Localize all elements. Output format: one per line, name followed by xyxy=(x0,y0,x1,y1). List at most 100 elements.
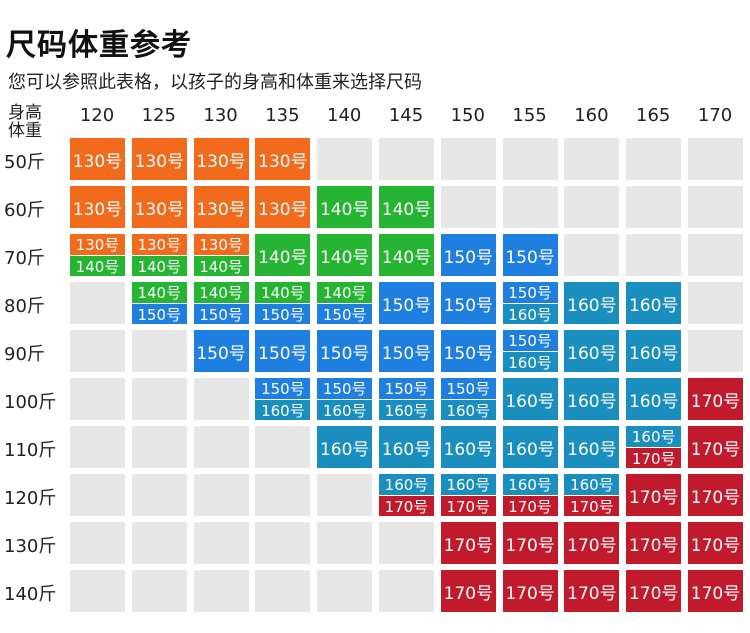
size-label: 150号 xyxy=(443,343,494,364)
size-label: 130号 xyxy=(193,234,249,255)
size-cell: 130号 xyxy=(131,186,187,228)
size-label: 170号 xyxy=(443,583,494,604)
size-cell xyxy=(688,186,743,228)
size-cell: 160号 xyxy=(564,282,620,324)
size-label: 170号 xyxy=(505,535,555,556)
size-cell: 150号 160号 xyxy=(502,330,558,372)
size-cell xyxy=(317,570,373,612)
size-label: 160号 xyxy=(564,474,620,495)
size-cell: 150号 xyxy=(379,330,434,372)
size-cell: 140号 150号 xyxy=(317,282,373,324)
size-label: 160号 xyxy=(502,474,558,495)
size-cell xyxy=(70,330,125,372)
size-label: 170号 xyxy=(567,535,617,556)
size-label: 150号 xyxy=(255,378,311,399)
size-label: 160号 xyxy=(255,399,311,420)
size-cell xyxy=(502,138,558,180)
size-cell: 140号 150号 xyxy=(193,282,249,324)
column-header-height: 160 xyxy=(574,105,609,126)
size-cell xyxy=(688,330,743,372)
size-label: 170号 xyxy=(443,535,494,556)
column-header-height: 165 xyxy=(636,105,671,126)
size-cell xyxy=(131,522,187,564)
corner-height-label: 身高 xyxy=(8,103,42,123)
size-label: 160号 xyxy=(626,426,682,447)
size-label: 160号 xyxy=(567,391,617,412)
size-cell: 130号 xyxy=(70,186,125,228)
size-label: 160号 xyxy=(628,295,679,316)
size-cell: 150号 160号 xyxy=(255,378,311,420)
size-label: 130号 xyxy=(72,199,123,220)
size-cell xyxy=(255,426,311,468)
size-label: 170号 xyxy=(690,583,741,604)
size-label: 160号 xyxy=(628,391,679,412)
size-label: 150号 xyxy=(193,303,249,324)
column-header-height: 145 xyxy=(388,105,424,126)
size-cell xyxy=(317,138,373,180)
size-label: 160号 xyxy=(440,474,496,495)
size-label: 170号 xyxy=(690,487,741,508)
row-header-weight: 90斤 xyxy=(4,344,45,365)
size-cell xyxy=(193,378,249,420)
size-label: 170号 xyxy=(502,495,558,516)
size-cell xyxy=(626,234,682,276)
size-label: 150号 xyxy=(255,303,311,324)
size-cell: 160号 xyxy=(317,426,373,468)
size-cell: 130号 xyxy=(131,138,187,180)
size-cell xyxy=(626,186,682,228)
size-cell: 160号 xyxy=(626,378,682,420)
size-cell: 170号 xyxy=(688,474,743,516)
size-cell: 160号 xyxy=(626,282,682,324)
size-label: 140号 xyxy=(381,199,432,220)
corner-weight-label: 体重 xyxy=(8,121,42,141)
size-label: 170号 xyxy=(690,439,741,460)
size-cell: 160号 170号 xyxy=(564,474,620,516)
size-cell xyxy=(70,426,125,468)
column-header-height: 155 xyxy=(512,105,547,126)
size-cell xyxy=(193,570,249,612)
size-cell: 150号 xyxy=(440,282,496,324)
size-cell: 170号 xyxy=(688,426,743,468)
size-cell xyxy=(131,474,187,516)
size-cell: 160号 xyxy=(564,330,620,372)
size-cell: 160号 170号 xyxy=(440,474,496,516)
size-label: 140号 xyxy=(131,255,187,276)
row-header-weight: 110斤 xyxy=(4,440,57,461)
size-label: 150号 xyxy=(443,295,494,316)
size-label: 150号 xyxy=(131,303,187,324)
size-label: 140号 xyxy=(317,282,373,303)
size-cell xyxy=(131,426,187,468)
size-cell: 130号 xyxy=(255,138,311,180)
size-cell: 150号 160号 xyxy=(502,282,558,324)
size-cell: 150号 160号 xyxy=(379,378,434,420)
size-cell: 160号 xyxy=(626,330,682,372)
row-header-weight: 100斤 xyxy=(4,392,57,413)
size-cell xyxy=(255,570,311,612)
size-cell xyxy=(131,330,187,372)
size-label: 160号 xyxy=(502,303,558,324)
row-header-weight: 50斤 xyxy=(4,152,45,173)
size-label: 160号 xyxy=(440,399,496,420)
size-label: 170号 xyxy=(690,391,741,412)
size-label: 140号 xyxy=(193,255,249,276)
size-label: 130号 xyxy=(134,151,185,172)
column-header-height: 125 xyxy=(141,105,176,126)
size-cell: 130号 xyxy=(70,138,125,180)
size-cell xyxy=(70,282,125,324)
size-cell xyxy=(70,378,125,420)
column-header-height: 130 xyxy=(203,105,238,126)
size-cell xyxy=(440,138,496,180)
page-title: 尺码体重参考 xyxy=(6,28,192,63)
size-cell xyxy=(502,186,558,228)
size-label: 150号 xyxy=(502,282,558,303)
row-header-weight: 60斤 xyxy=(4,200,45,221)
size-label: 150号 xyxy=(319,343,370,364)
size-cell: 170号 xyxy=(564,522,620,564)
size-label: 130号 xyxy=(258,151,308,172)
size-label: 170号 xyxy=(567,583,617,604)
size-label: 170号 xyxy=(628,535,679,556)
size-label: 160号 xyxy=(379,474,434,495)
size-cell: 140号 xyxy=(379,234,434,276)
size-cell xyxy=(70,522,125,564)
corner-header: 身高 体重 xyxy=(8,104,42,140)
